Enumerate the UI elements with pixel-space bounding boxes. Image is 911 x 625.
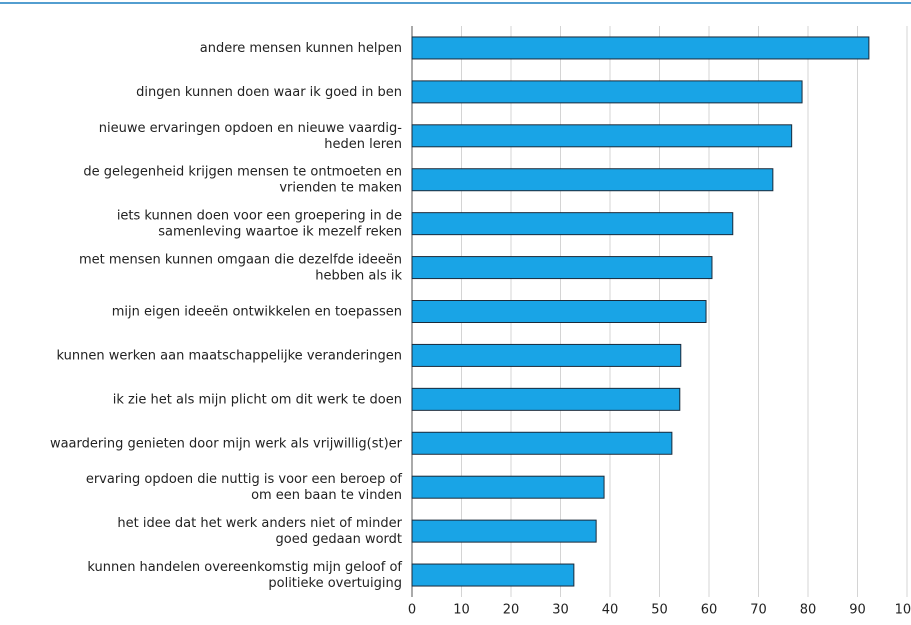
label-line: politieke overtuiging	[268, 576, 402, 591]
label-line: waardering genieten door mijn werk als v…	[50, 436, 403, 451]
y-tick-label: dingen kunnen doen waar ik goed in ben	[136, 84, 402, 99]
y-tick-label: ik zie het als mijn plicht om dit werk t…	[113, 392, 402, 407]
bar	[411, 475, 605, 499]
label-line: vrienden te maken	[279, 180, 402, 195]
bar	[411, 80, 803, 104]
x-tick-label: 50	[651, 603, 668, 618]
label-line: kunnen werken aan maatschappelijke veran…	[57, 348, 402, 363]
bar	[411, 36, 870, 60]
bar	[411, 563, 575, 587]
label-line: mijn eigen ideeën ontwikkelen en toepass…	[112, 304, 402, 319]
x-tick-label: 70	[750, 603, 767, 618]
label-line: het idee dat het werk anders niet of min…	[117, 516, 402, 531]
bar	[411, 168, 774, 192]
label-line: de gelegenheid krijgen mensen te ontmoet…	[83, 164, 402, 179]
label-line: met mensen kunnen omgaan die dezelfde id…	[79, 252, 402, 267]
y-tick-label: kunnen werken aan maatschappelijke veran…	[57, 348, 402, 363]
label-line: om een baan te vinden	[251, 488, 402, 503]
y-tick-label: andere mensen kunnen helpen	[200, 40, 402, 55]
label-line: dingen kunnen doen waar ik goed in ben	[136, 84, 402, 99]
bar	[411, 212, 734, 236]
bar	[411, 519, 597, 543]
y-tick-label: iets kunnen doen voor een groepering in …	[117, 208, 402, 239]
label-line: goed gedaan wordt	[276, 532, 402, 547]
label-line: ik zie het als mijn plicht om dit werk t…	[113, 392, 402, 407]
y-tick-label: met mensen kunnen omgaan die dezelfde id…	[79, 252, 403, 283]
bar	[411, 300, 707, 323]
x-tick-label: 100	[895, 603, 911, 618]
y-tick-label: waardering genieten door mijn werk als v…	[50, 436, 403, 451]
y-tick-label: nieuwe ervaringen opdoen en nieuwe vaard…	[99, 120, 403, 151]
bar	[411, 256, 713, 280]
y-tick-label: ervaring opdoen die nuttig is voor een b…	[86, 472, 403, 503]
x-tick-label: 80	[800, 603, 817, 618]
x-tick-label: 10	[453, 603, 470, 618]
y-tick-label: mijn eigen ideeën ontwikkelen en toepass…	[112, 304, 402, 319]
label-line: heden leren	[324, 136, 402, 151]
y-tick-label: de gelegenheid krijgen mensen te ontmoet…	[83, 164, 402, 195]
x-tick-label: 90	[849, 603, 866, 618]
label-line: ervaring opdoen die nuttig is voor een b…	[86, 472, 403, 487]
y-tick-label: het idee dat het werk anders niet of min…	[117, 516, 402, 547]
x-tick-label: 40	[602, 603, 619, 618]
label-line: kunnen handelen overeenkomstig mijn gelo…	[87, 560, 402, 575]
label-line: hebben als ik	[315, 268, 402, 283]
label-line: andere mensen kunnen helpen	[200, 40, 402, 55]
bar	[411, 124, 793, 148]
x-tick-label: 0	[408, 603, 416, 618]
x-tick-label: 60	[701, 603, 718, 618]
label-line: nieuwe ervaringen opdoen en nieuwe vaard…	[99, 120, 403, 135]
y-tick-label: kunnen handelen overeenkomstig mijn gelo…	[87, 560, 402, 591]
bar	[411, 387, 681, 411]
label-line: iets kunnen doen voor een groepering in …	[117, 208, 402, 223]
label-line: samenleving waartoe ik mezelf reken	[158, 224, 402, 239]
x-tick-label: 20	[503, 603, 520, 618]
bar	[411, 343, 682, 367]
bar	[411, 431, 673, 455]
x-tick-label: 30	[552, 603, 569, 618]
